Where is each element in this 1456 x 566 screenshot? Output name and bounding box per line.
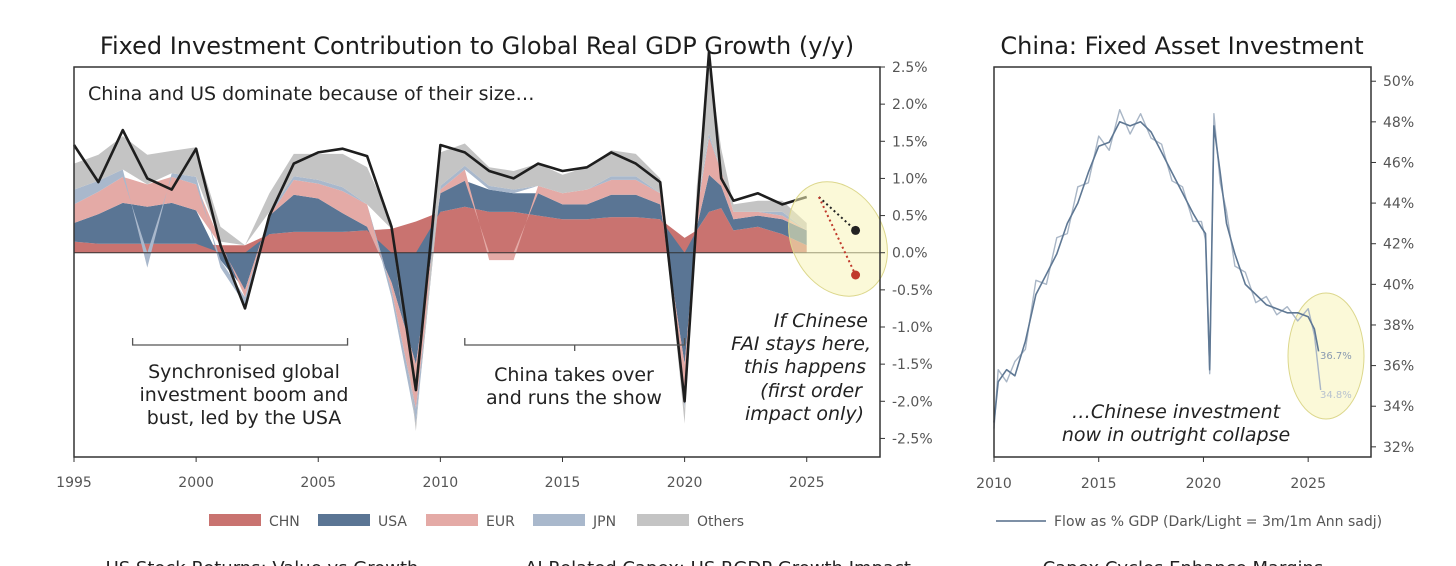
legend-label-chn: CHN (269, 514, 300, 530)
y-tick-label: 1.0% (892, 171, 928, 187)
chart2-title: China: Fixed Asset Investment (1000, 32, 1363, 60)
y-tick-label: 2.0% (892, 97, 928, 113)
legend-label-jpn: JPN (592, 514, 616, 530)
chart2-x-axis: 2010 2015 2020 2025 (976, 457, 1326, 492)
legend-swatch-chn (209, 514, 261, 526)
chart1-x-axis: 1995 2000 2005 2010 2015 2020 2025 (56, 457, 825, 491)
chart2-frame (993, 66, 1372, 458)
legend-swatch-others (637, 514, 689, 526)
y-tick-label: 40% (1383, 277, 1414, 293)
chart1-note-china-line2: and runs the show (486, 387, 662, 409)
y-tick-label: 38% (1383, 318, 1414, 334)
y-tick-label: -2.5% (892, 431, 933, 447)
chart1-note-fai-line2: FAI stays here, (731, 333, 871, 355)
line-1m (993, 109, 1322, 429)
chart1-note-fai-line4: (first order (760, 380, 863, 402)
x-tick-label: 2015 (1081, 476, 1117, 492)
legend-swatch-usa (318, 514, 370, 526)
projection-dot-decline (851, 270, 861, 280)
x-tick-label: 2010 (976, 476, 1012, 492)
chart1-total-line (72, 50, 808, 403)
chart2-note-line2: now in outright collapse (1062, 424, 1290, 446)
y-tick-label: 0.5% (892, 209, 928, 225)
chart2-legend-label: Flow as % GDP (Dark/Light = 3m/1m Ann sa… (1054, 514, 1382, 530)
legend-label-usa: USA (378, 514, 407, 530)
chart1-projection (818, 196, 861, 280)
y-tick-label: -0.5% (892, 283, 933, 299)
y-tick-label: 46% (1383, 155, 1414, 171)
x-tick-label: 2020 (1186, 476, 1222, 492)
legend-swatch-eur (426, 514, 478, 526)
chart2-y-axis: 50% 48% 46% 44% 42% 40% 38% 36% 34% 32% (1371, 74, 1414, 456)
y-tick-label: 48% (1383, 115, 1414, 131)
chart1-legend: CHN USA EUR JPN Others (209, 514, 744, 530)
chart1-bracket-boom (131, 338, 349, 351)
total-line (72, 50, 808, 403)
area-others (74, 59, 807, 431)
y-tick-label: 36% (1383, 359, 1414, 375)
chart2-label-3m: 36.7% (1320, 351, 1352, 362)
y-tick-label: 0.0% (892, 246, 928, 262)
chart2-highlight-ellipse (1287, 292, 1365, 420)
y-tick-label: 32% (1383, 440, 1414, 456)
x-tick-label: 2020 (667, 475, 703, 491)
chart1-bracket-china (464, 338, 686, 351)
chart1-areas (74, 59, 807, 431)
next-row-title-2: AI Related Capex: US RGDP Growth Impact (525, 558, 911, 566)
chart1-note-fai-line3: this happens (744, 356, 866, 378)
legend-label-eur: EUR (486, 514, 515, 530)
chart1-note-boom-line2: investment boom and (140, 384, 349, 406)
chart2-note-line1: …Chinese investment (1072, 401, 1282, 423)
x-tick-label: 2015 (545, 475, 581, 491)
x-tick-label: 1995 (56, 475, 92, 491)
x-tick-label: 2025 (1290, 476, 1326, 492)
area-chn (74, 206, 807, 253)
x-tick-label: 2025 (789, 475, 825, 491)
chart2-lines (993, 109, 1322, 429)
chart1-note-boom-line1: Synchronised global (148, 361, 340, 383)
projection-line-decline (818, 196, 857, 276)
line-3m (993, 121, 1320, 423)
chart1-note-china-line1: China takes over (494, 364, 654, 386)
x-tick-label: 2005 (300, 475, 336, 491)
projection-line-flat (818, 196, 857, 232)
y-tick-label: 2.5% (892, 60, 928, 76)
y-tick-label: 44% (1383, 196, 1414, 212)
chart1-frame (73, 66, 881, 458)
chart1-note-boom-line3: bust, led by the USA (147, 407, 341, 429)
x-tick-label: 2010 (423, 475, 459, 491)
next-row-title-1: US Stock Returns: Value vs Growth (106, 558, 419, 566)
y-tick-label: 42% (1383, 237, 1414, 253)
y-tick-label: 1.5% (892, 134, 928, 150)
legend-label-others: Others (697, 514, 744, 530)
y-tick-label: 50% (1383, 74, 1414, 90)
legend-swatch-jpn (533, 514, 585, 526)
chart1-title: Fixed Investment Contribution to Global … (100, 32, 854, 60)
next-row-title-3: Capex Cycles Enhance Margins (1043, 558, 1324, 566)
y-tick-label: 34% (1383, 399, 1414, 415)
y-tick-label: -1.0% (892, 320, 933, 336)
chart1-note-top: China and US dominate because of their s… (88, 83, 534, 105)
chart1-note-fai-line1: If Chinese (774, 310, 868, 332)
x-tick-label: 2000 (178, 475, 214, 491)
area-eur (74, 137, 807, 409)
y-tick-label: -1.5% (892, 357, 933, 373)
chart1-y-axis: 2.5% 2.0% 1.5% 1.0% 0.5% 0.0% -0.5% -1.0% -1.5% -… (880, 60, 933, 447)
y-tick-label: -2.0% (892, 394, 933, 410)
chart1-note-fai-line5: impact only) (745, 403, 864, 425)
projection-dot-flat (851, 225, 861, 235)
chart2-label-1m: 34.8% (1320, 390, 1352, 401)
